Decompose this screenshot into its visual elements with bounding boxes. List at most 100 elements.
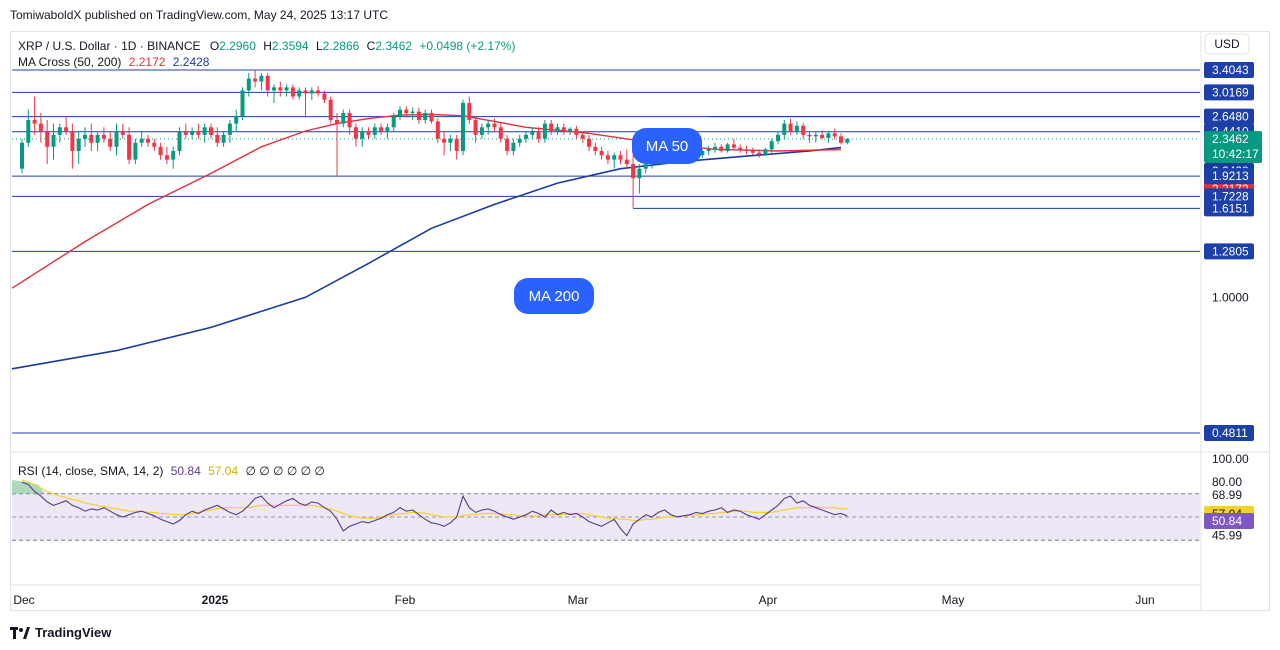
axis-label-2-6480-bg (1204, 108, 1254, 125)
candle-body (133, 142, 138, 160)
candle-body (290, 87, 295, 97)
tradingview-brand[interactable]: TradingView (10, 625, 111, 640)
ohlc-close: C2.3462 (366, 39, 413, 53)
candle-body (731, 144, 736, 148)
price-axis[interactable]: 3.40433.01692.64802.44102.346210:42:172.… (1204, 62, 1262, 543)
candle-body (744, 149, 749, 151)
candle-body (738, 147, 743, 150)
candle-body (807, 134, 812, 137)
candle-body (246, 78, 251, 91)
candle-body (461, 102, 465, 151)
candle-body (57, 127, 62, 135)
candle-body (769, 141, 774, 150)
time-tick-mar: Mar (568, 593, 589, 607)
axis-label-1-7228: 1.7228 (1212, 189, 1249, 203)
axis-label-3-4043: 3.4043 (1212, 63, 1249, 77)
candle-body (700, 150, 705, 156)
candle-body (473, 120, 478, 135)
candle-body (624, 159, 629, 165)
candle-body (618, 155, 623, 160)
candle-body (549, 123, 554, 132)
candle-body (265, 75, 270, 91)
symbol-row: XRP / U.S. Dollar · 1D · BINANCE O2.2960… (18, 38, 515, 54)
ma50-series-line (11, 113, 842, 289)
currency-box (1204, 33, 1250, 55)
time-tick-apr: Apr (759, 593, 778, 607)
time-axis[interactable]: Dec 2025 Feb Mar Apr May Jun (13, 593, 1154, 607)
candle-body (209, 127, 213, 135)
candle-body (83, 134, 87, 139)
ma200-value: 2.2428 (172, 55, 210, 69)
candle-body (240, 90, 245, 117)
candle-body (114, 131, 119, 147)
ma50-line (11, 113, 842, 289)
candle-body (196, 131, 201, 135)
rsi-label[interactable]: RSI (14, close, SMA, 14, 2) (18, 464, 164, 478)
rsi-axis-rsi-bg (1204, 513, 1254, 530)
axis-label-1-6151-bg (1204, 200, 1254, 217)
candle-body (227, 123, 232, 135)
currency-label[interactable]: USD (1204, 33, 1250, 55)
ma50-callout (632, 128, 702, 164)
ma200-line (11, 146, 842, 370)
time-tick-may: May (942, 593, 965, 607)
candle-body (120, 131, 125, 135)
candle-body (612, 155, 617, 160)
candle-body (542, 123, 547, 139)
rsi-overbought-fill (12, 479, 45, 494)
rsi-value: 50.84 (170, 464, 201, 478)
candle-body (517, 138, 522, 143)
candle-body (776, 134, 780, 142)
candle-body (309, 90, 314, 94)
candle-body (574, 128, 579, 135)
candle-body (284, 87, 289, 91)
candle-body (316, 90, 321, 94)
chart-frame (10, 31, 1270, 611)
candle-body (51, 134, 56, 147)
candle-body (89, 134, 94, 143)
ma-cross-label[interactable]: MA Cross (50, 200) (18, 55, 122, 69)
candle-body (750, 150, 755, 153)
candle-body (423, 112, 428, 121)
ma50-value: 2.2172 (128, 55, 166, 69)
candle-body (442, 138, 447, 143)
price-change: +0.0498 (+2.17%) (419, 39, 516, 53)
candle-body (498, 127, 503, 139)
axis-label-1-9213: 1.9213 (1212, 169, 1249, 183)
candle-body (385, 127, 390, 132)
candle-body (479, 127, 484, 135)
axis-label-3-4043-bg (1204, 62, 1254, 78)
candle-body (164, 155, 169, 160)
candle-body (713, 146, 717, 150)
candle-body (108, 138, 113, 147)
candle-body (605, 155, 610, 160)
candle-body (64, 127, 69, 132)
candle-body (593, 146, 598, 151)
candles (20, 70, 850, 208)
candle-body (568, 128, 573, 132)
chart-legend: XRP / U.S. Dollar · 1D · BINANCE O2.2960… (18, 38, 515, 70)
candle-body (832, 133, 837, 137)
candle-body (158, 146, 163, 156)
candle-body (561, 127, 566, 132)
candle-body (801, 125, 806, 135)
ma-row: MA Cross (50, 200) 2.2172 2.2428 (18, 54, 515, 70)
symbol-title[interactable]: XRP / U.S. Dollar · 1D · BINANCE (18, 39, 201, 53)
candle-body (820, 134, 825, 138)
candle-body (171, 150, 176, 160)
candle-body (599, 150, 604, 156)
candle-body (757, 152, 762, 155)
currency-text: USD (1214, 37, 1240, 51)
axis-label-1-2805-bg (1204, 243, 1254, 260)
rsi-pane (12, 479, 1200, 541)
rsi-extra-values: ∅ ∅ ∅ ∅ ∅ ∅ (245, 464, 325, 478)
axis-label-1-9213-bg (1204, 168, 1254, 185)
rsi-axis-68-99: 68.99 (1212, 488, 1242, 502)
candle-body (492, 123, 497, 128)
candle-body (278, 87, 283, 91)
candle-body (76, 138, 81, 151)
time-tick-feb: Feb (395, 593, 416, 607)
candle-body (643, 164, 648, 169)
candle-body (335, 120, 339, 124)
